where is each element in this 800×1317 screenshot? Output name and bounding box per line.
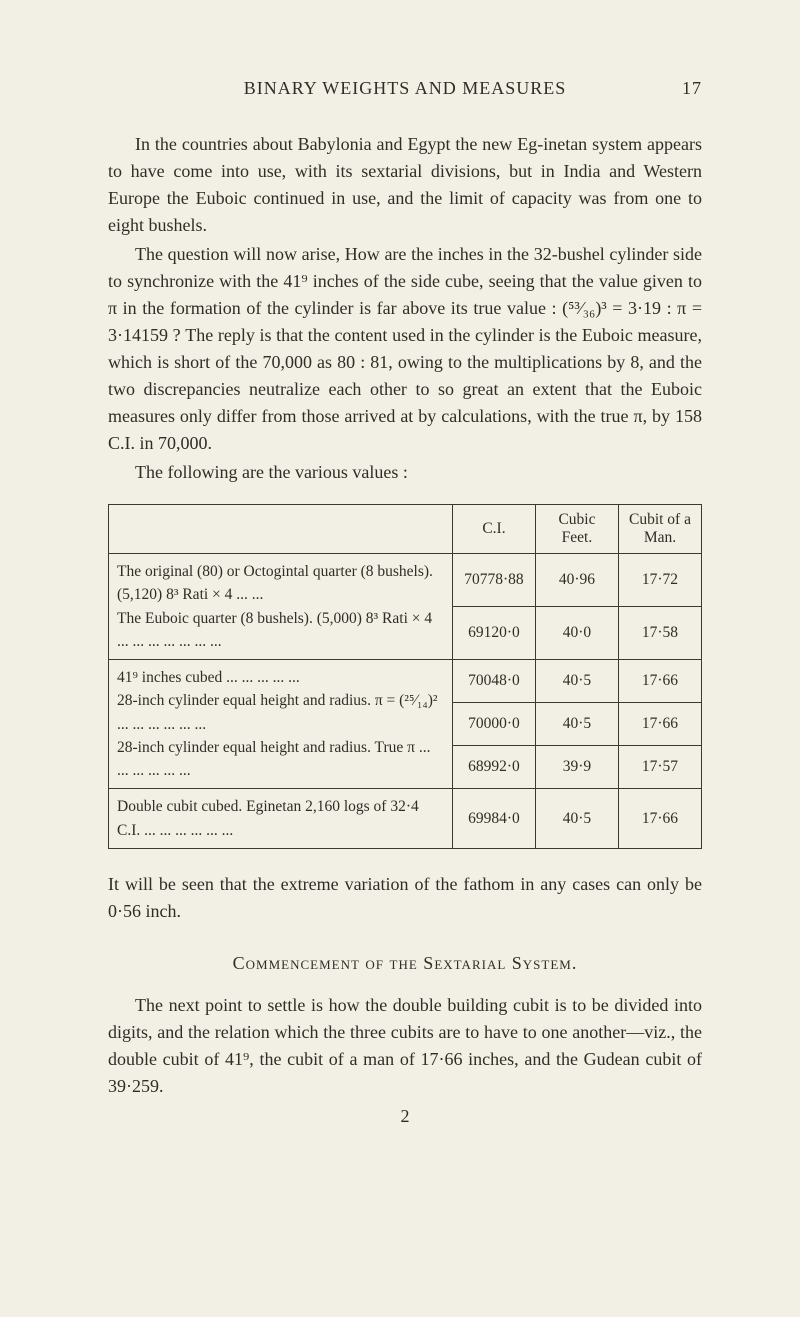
cell-ci: 70000·0 bbox=[452, 703, 535, 746]
cell-cm: 17·66 bbox=[618, 789, 701, 849]
page-number: 17 bbox=[672, 78, 702, 99]
cell-cf: 40·5 bbox=[535, 660, 618, 703]
col-ci: C.I. bbox=[452, 505, 535, 554]
cell-ci: 68992·0 bbox=[452, 746, 535, 789]
signature-number: 2 bbox=[108, 1106, 702, 1127]
cell-cf: 40·5 bbox=[535, 789, 618, 849]
cell-desc: 41⁲⁹ inches cubed ... ... ... ... ...28-… bbox=[109, 660, 453, 789]
col-desc bbox=[109, 505, 453, 554]
paragraph-1: In the countries about Babylonia and Egy… bbox=[108, 131, 702, 239]
table-row: The original (80) or Octogintal quarter … bbox=[109, 554, 702, 607]
cell-cm: 17·66 bbox=[618, 660, 701, 703]
values-table: C.I. Cubic Feet. Cubit of a Man. The ori… bbox=[108, 504, 702, 849]
table-header-row: C.I. Cubic Feet. Cubit of a Man. bbox=[109, 505, 702, 554]
page: BINARY WEIGHTS AND MEASURES 17 In the co… bbox=[0, 0, 800, 1187]
table-row: 41⁲⁹ inches cubed ... ... ... ... ...28-… bbox=[109, 660, 702, 703]
cell-desc: Double cubit cubed. Eginetan 2,160 logs … bbox=[109, 789, 453, 849]
running-head: BINARY WEIGHTS AND MEASURES 17 bbox=[108, 78, 702, 99]
col-cubic-feet: Cubic Feet. bbox=[535, 505, 618, 554]
section-heading: Commencement of the Sextarial System. bbox=[108, 953, 702, 974]
cell-cm: 17·66 bbox=[618, 703, 701, 746]
cell-cm: 17·72 bbox=[618, 554, 701, 607]
running-title: BINARY WEIGHTS AND MEASURES bbox=[138, 78, 672, 99]
table-body: The original (80) or Octogintal quarter … bbox=[109, 554, 702, 849]
cell-ci: 70048·0 bbox=[452, 660, 535, 703]
cell-cm: 17·58 bbox=[618, 607, 701, 660]
cell-cf: 39·9 bbox=[535, 746, 618, 789]
cell-ci: 69120·0 bbox=[452, 607, 535, 660]
cell-cf: 40·96 bbox=[535, 554, 618, 607]
paragraph-2: The question will now arise, How are the… bbox=[108, 241, 702, 457]
paragraph-4: It will be seen that the extreme variati… bbox=[108, 871, 702, 925]
running-head-spacer bbox=[108, 78, 138, 99]
cell-desc: The original (80) or Octogintal quarter … bbox=[109, 554, 453, 660]
cell-cm: 17·57 bbox=[618, 746, 701, 789]
table-head: C.I. Cubic Feet. Cubit of a Man. bbox=[109, 505, 702, 554]
paragraph-3: The following are the various values : bbox=[108, 459, 702, 486]
paragraph-5: The next point to settle is how the doub… bbox=[108, 992, 702, 1100]
col-cubit-man: Cubit of a Man. bbox=[618, 505, 701, 554]
cell-cf: 40·5 bbox=[535, 703, 618, 746]
cell-cf: 40·0 bbox=[535, 607, 618, 660]
cell-ci: 69984·0 bbox=[452, 789, 535, 849]
cell-ci: 70778·88 bbox=[452, 554, 535, 607]
table-row: Double cubit cubed. Eginetan 2,160 logs … bbox=[109, 789, 702, 849]
